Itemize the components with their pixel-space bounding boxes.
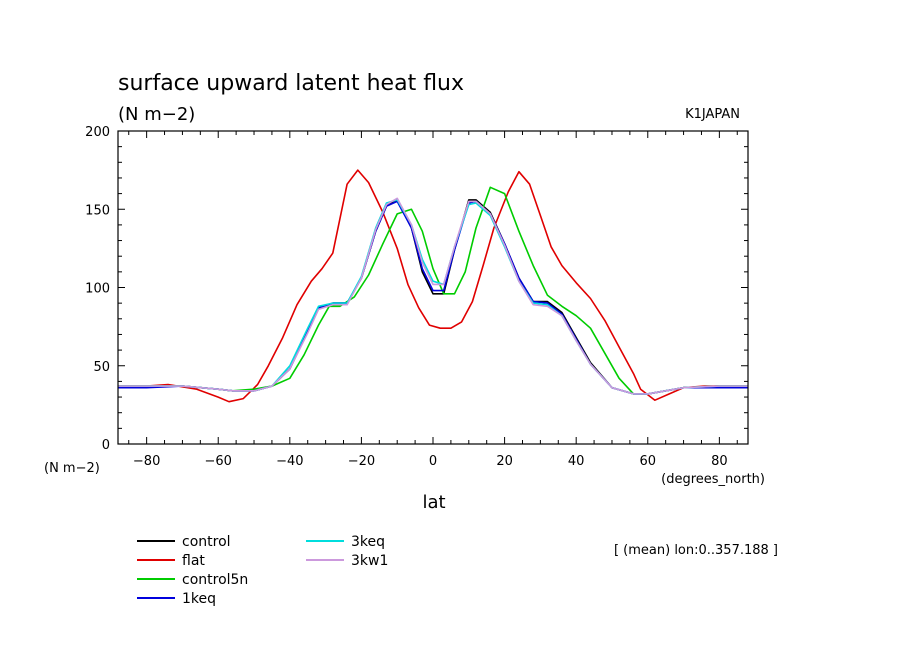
x-tick-label: −80 — [133, 454, 160, 469]
y-axis-label: (N m−2) — [44, 461, 100, 476]
series-line-control5n — [118, 186, 748, 395]
y-tick-label: 200 — [85, 125, 110, 140]
mean-annotation: [ (mean) lon:0..357.188 ] — [614, 543, 778, 558]
series-line-1keq — [118, 200, 748, 395]
chart-title: surface upward latent heat flux — [118, 71, 464, 96]
x-tick-label: −60 — [205, 454, 232, 469]
source-label: K1JAPAN — [685, 107, 740, 122]
x-tick-label: 60 — [639, 454, 656, 469]
x-tick-label: −20 — [348, 454, 375, 469]
series-line-3kw1 — [118, 197, 748, 395]
legend-label-3keq: 3keq — [351, 534, 385, 550]
legend-label-control: control — [182, 534, 231, 550]
legend-label-control5n: control5n — [182, 572, 248, 588]
x-tick-label: 80 — [711, 454, 728, 469]
x-axis-units: (degrees_north) — [661, 472, 765, 487]
series-line-3keq — [118, 199, 748, 395]
chart-subtitle: (N m−2) — [118, 104, 195, 125]
legend-label-3kw1: 3kw1 — [351, 553, 388, 569]
y-tick-label: 50 — [93, 360, 110, 375]
series-layer — [118, 169, 748, 403]
tick-layer: −80 −60 −40 −20 0 20 40 60 80 0 50 100 150 200 — [85, 125, 748, 469]
axes-layer — [117, 130, 749, 445]
series-line-control — [118, 199, 748, 395]
plot-frame — [117, 130, 749, 445]
x-tick-label: 20 — [496, 454, 513, 469]
y-tick-label: 0 — [102, 438, 110, 453]
legend-label-flat: flat — [182, 553, 205, 569]
x-tick-label: 40 — [568, 454, 585, 469]
legend: control flat control5n 1keq 3keq 3kw1 — [137, 534, 388, 607]
legend-label-1keq: 1keq — [182, 591, 216, 607]
x-tick-label: 0 — [429, 454, 437, 469]
x-tick-label: −40 — [276, 454, 303, 469]
y-tick-label: 150 — [85, 203, 110, 218]
series-line-flat — [118, 169, 748, 403]
x-axis-label: lat — [422, 492, 445, 513]
y-tick-label: 100 — [85, 282, 110, 297]
